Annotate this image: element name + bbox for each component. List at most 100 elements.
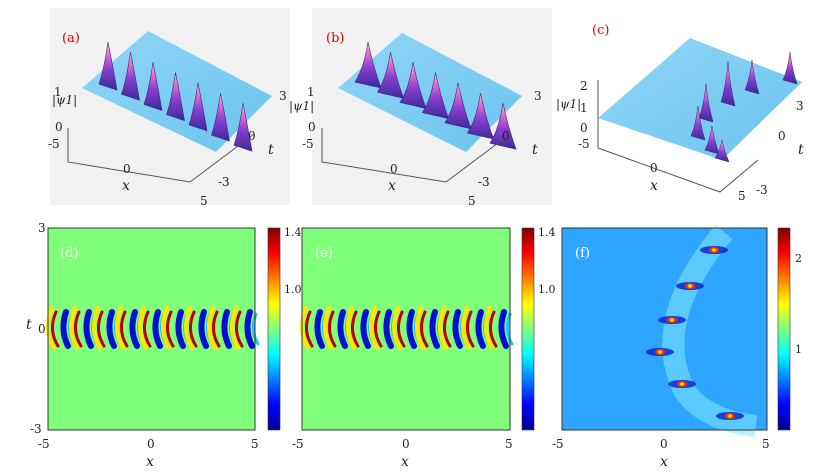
ridge: [305, 310, 314, 348]
x-tick-label: -5: [38, 437, 50, 451]
ridge: [212, 310, 221, 348]
panel-c-surface: (c) 2 1 0 |ψ1| -5 0 5 x 3 0 -3 t: [556, 23, 804, 203]
peak-core: [670, 318, 674, 322]
colorbar-tick-label: 1.4: [538, 226, 556, 239]
x-axis-label: x: [401, 454, 409, 470]
x-tick-label: 5: [505, 437, 513, 451]
colorbar-tick-label: 1: [795, 343, 802, 356]
soliton-peak: [704, 125, 720, 155]
trough: [129, 309, 140, 349]
x-tick-label: -5: [302, 137, 314, 151]
x-tick-label: -5: [292, 437, 304, 451]
trough: [383, 309, 394, 349]
x-tick-label: 0: [123, 162, 131, 176]
soliton-peak: [166, 72, 185, 122]
y-axis-label: t: [532, 142, 538, 158]
y-axis-label: t: [26, 317, 32, 333]
z-tick-label: 1: [54, 85, 62, 99]
soliton-peak: [98, 41, 118, 91]
plot-frame: [561, 227, 768, 431]
x-tick-label: 0: [390, 162, 398, 176]
x-tick-label: 5: [762, 437, 770, 451]
soliton-peak: [377, 52, 404, 99]
soliton-peak: [422, 72, 449, 120]
x-tick-label: 0: [660, 437, 668, 451]
trough: [429, 309, 440, 349]
peak-core: [680, 382, 684, 386]
x-tick-label: 0: [147, 437, 155, 451]
density-field: [48, 228, 255, 430]
y-tick-label: 0: [502, 129, 510, 143]
z-tick-label: 2: [580, 79, 588, 93]
x-tick-label: -5: [578, 137, 590, 151]
z-axis-label: |ψ1|: [556, 97, 581, 111]
ridge: [346, 306, 356, 350]
density-field: [302, 228, 510, 430]
x-tick-label: -5: [552, 437, 564, 451]
colorbar-tick-label: 1.0: [284, 283, 302, 296]
trough: [406, 309, 417, 349]
x-axis-label: x: [388, 178, 396, 194]
ridge: [392, 306, 402, 350]
ridge: [443, 310, 452, 348]
soliton-peak: [744, 59, 760, 95]
y-tick-label: -3: [756, 183, 768, 197]
surface-plane: [598, 38, 802, 160]
y-tick-label: 0: [778, 129, 786, 143]
density-pattern: [646, 224, 758, 437]
peak-core: [688, 284, 692, 288]
panel-tag-e: (e): [315, 246, 333, 261]
panel-f-density: (f) -5 0 5 x 2 1: [552, 224, 802, 470]
ridge: [230, 306, 240, 350]
x-axis-label: x: [660, 454, 668, 470]
x-tick-label: 0: [402, 437, 410, 451]
panel-tag-c: (c): [592, 23, 609, 38]
trough: [244, 309, 255, 349]
x-axis-label: x: [122, 178, 130, 194]
x-tick-label: 0: [650, 161, 658, 175]
y-axis-label: t: [268, 142, 274, 158]
peak-core: [658, 350, 662, 354]
axis-box: [597, 80, 759, 193]
ridge: [323, 306, 333, 350]
panel-b-surface: (b) 1 0 |ψ1| -5 0 5 x 3 0 -3 t: [289, 8, 552, 208]
panel-tag-b: (b): [326, 31, 344, 46]
ridge: [51, 310, 60, 348]
soliton-peak: [720, 61, 736, 107]
z-tick-label: 1: [580, 101, 588, 115]
y-tick-label: 3: [38, 221, 46, 235]
peak-group: [690, 51, 798, 163]
colorbar: [521, 227, 535, 431]
panel-a-surface: (a) 1 0 |ψ1| -5 0 5 x 3 0 -3 t: [48, 8, 290, 208]
trough: [337, 309, 348, 349]
z-axis-label: |ψ1|: [52, 93, 77, 107]
axis-box: [67, 128, 255, 183]
x-axis-label: x: [146, 454, 154, 470]
density-pattern: [46, 306, 260, 350]
soliton-peak: [489, 103, 517, 150]
soliton-peak: [782, 51, 798, 85]
peak-core: [728, 414, 732, 418]
x-tick-label: 5: [468, 194, 476, 208]
z-tick-label: 0: [580, 121, 588, 135]
x-tick-label: 5: [738, 189, 746, 203]
y-tick-label: -3: [478, 175, 490, 189]
trough: [360, 309, 371, 349]
x-tick-label: 5: [251, 437, 259, 451]
y-axis-label: t: [798, 142, 804, 158]
panel-e-density: (e) -5 0 5 x 1.4 1.0: [292, 226, 556, 470]
ridge: [97, 310, 106, 348]
ridge: [374, 310, 383, 348]
ridge: [189, 310, 198, 348]
soliton-peak: [698, 83, 714, 123]
ridge: [74, 310, 83, 348]
z-tick-label: 1: [307, 85, 315, 99]
ridge: [461, 306, 471, 350]
ridge: [438, 306, 448, 350]
soliton-peak: [714, 139, 730, 163]
plot-frame: [47, 227, 256, 431]
ridge: [489, 310, 498, 348]
ridge: [207, 306, 217, 350]
soliton-peak: [690, 105, 706, 141]
